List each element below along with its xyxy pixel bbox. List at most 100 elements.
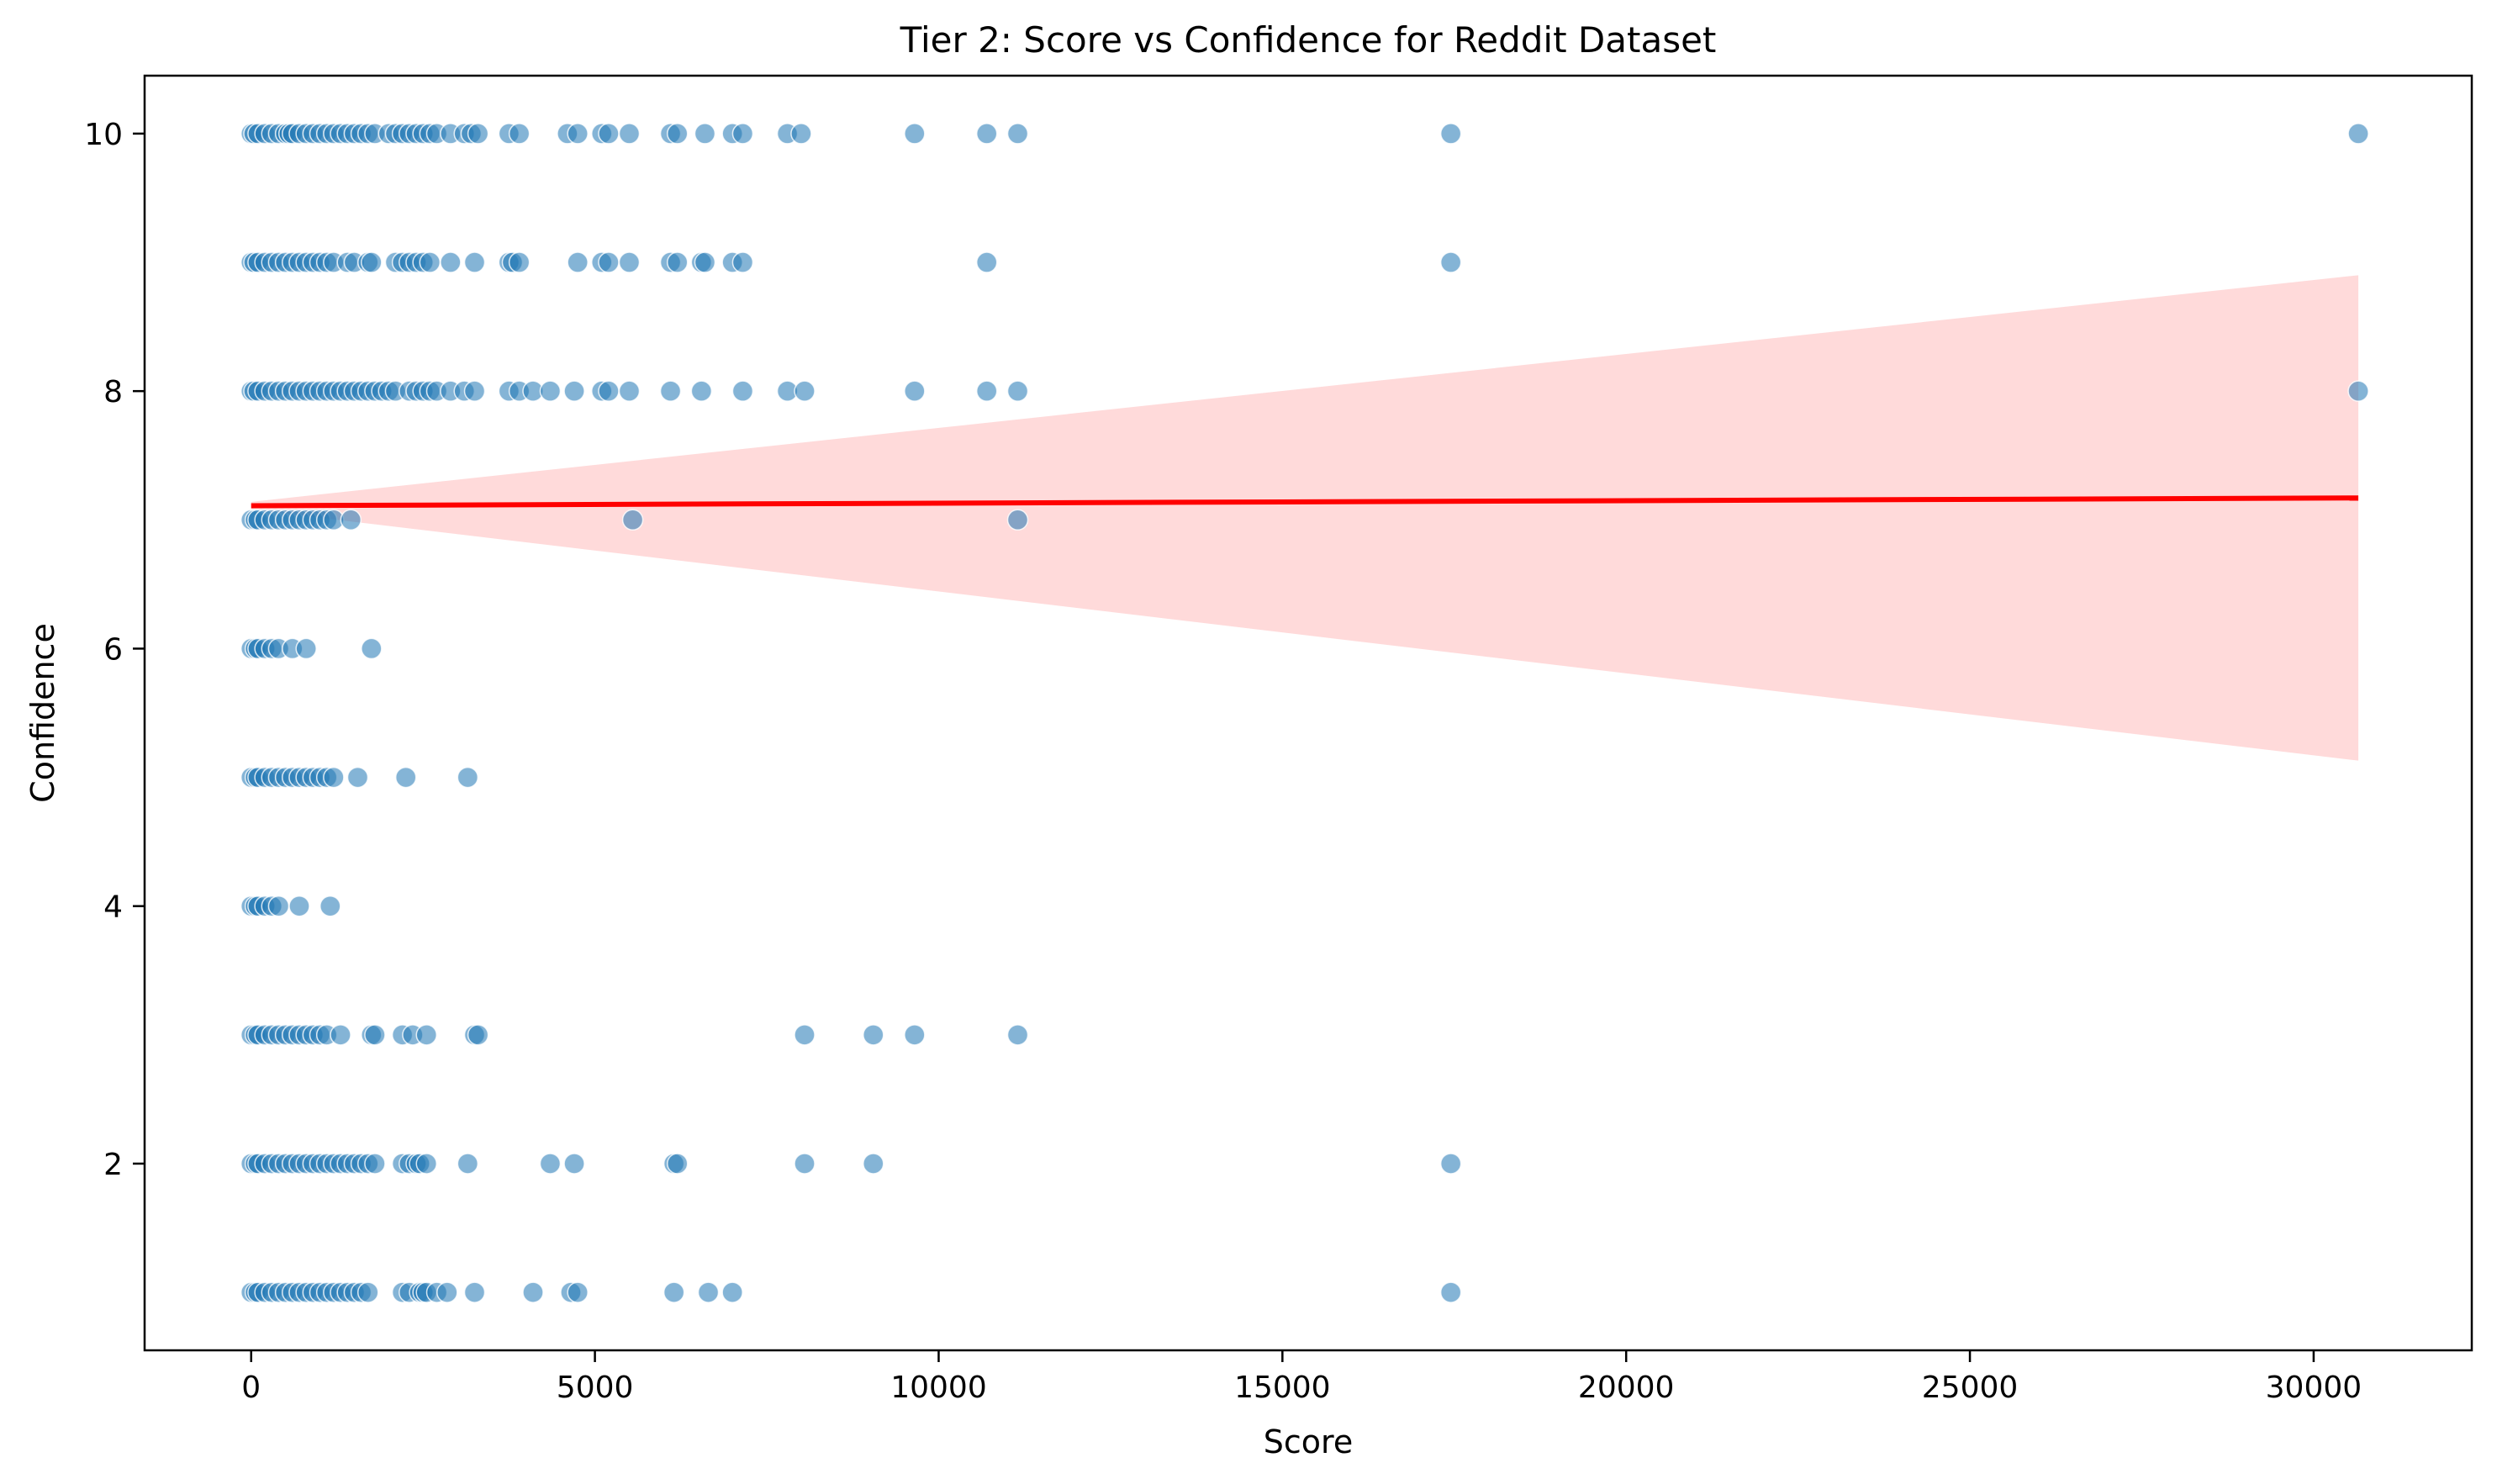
data-point bbox=[618, 380, 641, 402]
data-point bbox=[436, 1281, 458, 1303]
y-tick-label: 6 bbox=[103, 632, 123, 667]
data-point bbox=[621, 509, 644, 531]
data-point bbox=[904, 123, 926, 145]
data-point bbox=[598, 123, 620, 145]
data-point bbox=[440, 251, 462, 273]
x-axis-label: Score bbox=[1264, 1423, 1353, 1460]
data-point bbox=[361, 251, 383, 273]
data-point bbox=[721, 1281, 743, 1303]
x-tick-label: 25000 bbox=[1922, 1370, 2019, 1405]
data-point bbox=[2347, 380, 2369, 402]
y-tick-label: 4 bbox=[103, 890, 123, 925]
data-point bbox=[666, 251, 689, 273]
data-point bbox=[288, 895, 310, 917]
data-point bbox=[975, 380, 998, 402]
data-point bbox=[330, 1024, 351, 1046]
data-point bbox=[1006, 380, 1029, 402]
x-tick-label: 0 bbox=[241, 1370, 261, 1405]
data-point bbox=[361, 637, 383, 660]
data-point bbox=[567, 1281, 589, 1303]
data-point bbox=[457, 1153, 479, 1175]
regression-line bbox=[251, 495, 2359, 509]
data-point bbox=[267, 895, 290, 917]
data-point bbox=[694, 123, 716, 145]
y-axis-label: Confidence bbox=[24, 623, 61, 803]
data-point bbox=[295, 637, 317, 660]
data-point bbox=[522, 1281, 544, 1303]
data-point bbox=[1006, 123, 1029, 145]
x-tick-label: 15000 bbox=[1234, 1370, 1331, 1405]
data-point bbox=[663, 1281, 685, 1303]
plot-frame bbox=[143, 74, 2473, 1352]
data-point bbox=[340, 509, 362, 531]
data-point bbox=[2347, 123, 2369, 145]
data-point bbox=[694, 251, 716, 273]
confidence-band-layer bbox=[251, 275, 2359, 761]
data-point bbox=[567, 123, 589, 145]
data-point bbox=[618, 251, 641, 273]
data-point bbox=[598, 251, 620, 273]
data-point bbox=[364, 1153, 386, 1175]
data-point bbox=[467, 123, 489, 145]
data-point bbox=[357, 1281, 379, 1303]
chart-title: Tier 2: Score vs Confidence for Reddit D… bbox=[900, 19, 1717, 61]
data-point bbox=[539, 1153, 562, 1175]
data-point bbox=[731, 380, 754, 402]
data-point bbox=[415, 1024, 438, 1046]
y-tick-label: 8 bbox=[103, 375, 123, 409]
data-point bbox=[731, 123, 754, 145]
data-point bbox=[794, 1153, 816, 1175]
data-point bbox=[1006, 509, 1029, 531]
data-point bbox=[904, 380, 926, 402]
data-point bbox=[394, 766, 417, 789]
data-point bbox=[863, 1153, 884, 1175]
data-point bbox=[463, 1281, 486, 1303]
data-point bbox=[975, 123, 998, 145]
data-point bbox=[463, 380, 486, 402]
data-point bbox=[863, 1024, 884, 1046]
data-point bbox=[463, 251, 486, 273]
x-tick-label: 30000 bbox=[2266, 1370, 2362, 1405]
data-point bbox=[323, 766, 345, 789]
data-point bbox=[1439, 1281, 1462, 1303]
data-point bbox=[457, 766, 479, 789]
data-point bbox=[346, 766, 369, 789]
data-point bbox=[539, 380, 562, 402]
data-point bbox=[1006, 1024, 1029, 1046]
y-tick-label: 2 bbox=[103, 1148, 123, 1182]
data-point bbox=[618, 123, 641, 145]
data-point bbox=[1439, 1153, 1462, 1175]
points-layer bbox=[240, 123, 2369, 1303]
y-axis-ticks: 2 4 6 8 10 bbox=[84, 118, 145, 1182]
data-point bbox=[567, 251, 589, 273]
data-point bbox=[319, 895, 341, 917]
data-point bbox=[904, 1024, 926, 1046]
data-point bbox=[364, 1024, 386, 1046]
data-point bbox=[690, 380, 713, 402]
data-point bbox=[419, 251, 441, 273]
data-point bbox=[415, 1153, 438, 1175]
data-point bbox=[731, 251, 754, 273]
confidence-band bbox=[251, 275, 2359, 761]
x-tick-label: 20000 bbox=[1578, 1370, 1675, 1405]
data-point bbox=[1439, 251, 1462, 273]
data-point bbox=[666, 123, 689, 145]
data-point bbox=[563, 380, 585, 402]
x-axis-ticks: 0 5000 10000 15000 20000 25000 30000 bbox=[241, 1350, 2362, 1405]
data-point bbox=[790, 123, 812, 145]
data-point bbox=[794, 1024, 816, 1046]
data-point bbox=[659, 380, 682, 402]
data-point bbox=[975, 251, 998, 273]
y-tick-label: 10 bbox=[84, 118, 123, 152]
data-point bbox=[563, 1153, 585, 1175]
regression-line-layer bbox=[251, 495, 2359, 509]
data-point bbox=[666, 1153, 689, 1175]
x-tick-label: 5000 bbox=[557, 1370, 634, 1405]
data-point bbox=[508, 123, 531, 145]
data-point bbox=[598, 380, 620, 402]
x-tick-label: 10000 bbox=[890, 1370, 987, 1405]
data-point bbox=[1439, 123, 1462, 145]
data-point bbox=[697, 1281, 720, 1303]
